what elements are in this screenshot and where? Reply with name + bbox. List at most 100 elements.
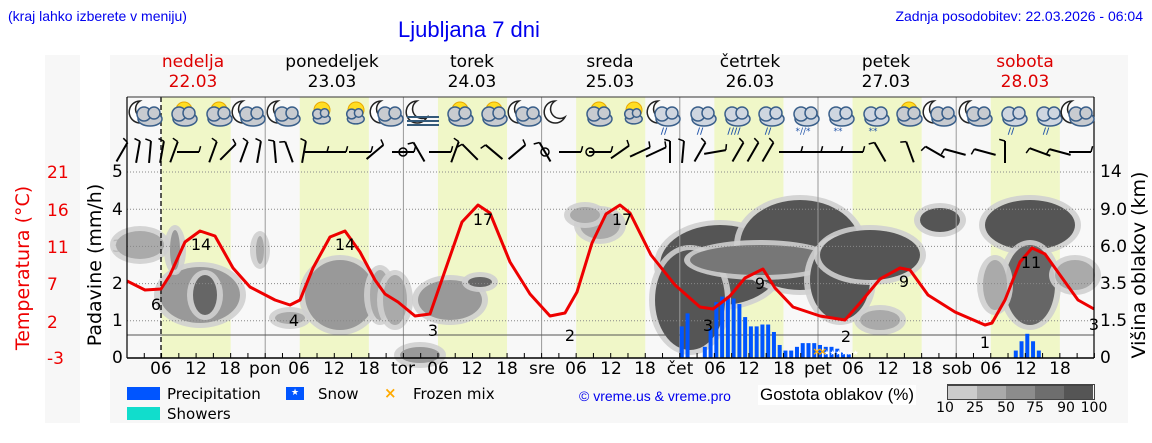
cloud-icon (526, 106, 540, 120)
cloud-icon (769, 106, 783, 120)
moon-icon (543, 100, 567, 124)
cloud-icon (907, 106, 921, 120)
wind-barb-icon (148, 140, 152, 164)
day-header: četrtek 26.03 (690, 52, 810, 92)
temperature-value-label: 17 (473, 210, 493, 229)
x-tick-label: 12 (600, 359, 622, 379)
wind-barb-icon (122, 137, 129, 143)
sleet-icon: *//* (795, 127, 811, 137)
cloud-icon (839, 106, 853, 120)
colorbar-label: 50 (997, 400, 1015, 416)
precipitation-bar (846, 354, 851, 358)
wind-barb-icon (940, 148, 946, 155)
wind-barb-icon (944, 148, 966, 156)
wind-barb-icon (412, 141, 426, 163)
precipitation-bar (829, 346, 834, 358)
day-name: nedelja (161, 52, 225, 72)
x-tick-label: 18 (496, 359, 518, 379)
x-tick-label: 18 (634, 359, 656, 379)
x-tick-label: 06 (427, 359, 449, 379)
wind-barb-icon (905, 141, 915, 163)
day-name: petek (861, 52, 911, 72)
x-tick-label: sob (941, 359, 973, 379)
precipitation-swatch (127, 387, 160, 400)
wind-barb-icon (1045, 148, 1051, 155)
day-date: 24.03 (447, 72, 497, 92)
temp-tick: 2 (47, 313, 58, 333)
wind-barb-icon (610, 144, 630, 160)
wind-barb-icon (268, 139, 275, 142)
cloud-icon (631, 108, 642, 118)
wind-barb-icon (232, 138, 237, 145)
wind-barb-icon (208, 141, 218, 163)
wind-barb-icon (256, 140, 262, 164)
wind-barb-icon (135, 140, 141, 164)
x-tick-label: 18 (219, 359, 241, 379)
calm-wind-icon (585, 147, 595, 157)
wind-barb-icon (753, 137, 760, 143)
cloud-density-area (116, 231, 164, 259)
temperature-axis-panel (45, 55, 80, 423)
day-header: nedelja 22.03 (133, 52, 253, 92)
wind-barb-icon (700, 137, 707, 143)
precip-tick: 5 (112, 162, 123, 182)
x-tick-label: 06 (842, 359, 864, 379)
precipitation-bar (771, 331, 776, 358)
colorbar-label: 90 (1057, 400, 1075, 416)
precipitation-bar (818, 344, 822, 358)
cloud-density-area (275, 312, 305, 324)
wind-barb-icon (484, 144, 504, 160)
wind-barb-icon (924, 145, 946, 159)
day-header: petek 27.03 (826, 52, 946, 92)
wind-barb-icon (380, 139, 385, 146)
precip-tick: 1 (112, 311, 123, 331)
wind-barb-icon (158, 137, 165, 142)
day-date: 27.03 (861, 72, 911, 92)
wind-barb-icon (746, 141, 760, 163)
cloud-icon (147, 106, 161, 120)
cloud-icon (285, 106, 299, 120)
rain-icon: //// (727, 127, 741, 137)
wind-barb-icon (365, 144, 385, 160)
copyright-link[interactable]: © vreme.us & vreme.pro (579, 388, 731, 404)
precipitation-bar (685, 313, 690, 358)
temperature-value-label: 11 (1021, 253, 1041, 272)
snow-label: Snow (318, 385, 359, 403)
cloud-icon (458, 106, 472, 120)
calm-wind-icon (398, 147, 408, 157)
day-date: 26.03 (725, 72, 775, 92)
temp-tick: 21 (47, 163, 69, 183)
precipitation-bar (1019, 341, 1024, 358)
wind-barb-icon (580, 146, 584, 153)
cloud-icon (665, 106, 679, 120)
temperature-value-label: 6 (151, 295, 161, 314)
colorbar-label: 10 (936, 400, 954, 416)
precipitation-bar (720, 296, 725, 358)
day-date: 28.03 (1000, 72, 1050, 92)
wind-barb-icon (450, 141, 460, 163)
temperature-value-label: 17 (612, 210, 632, 229)
wind-barb-icon (1049, 148, 1071, 156)
precipitation-bar (1013, 350, 1018, 358)
x-tick-label: 12 (461, 359, 483, 379)
wind-barb-icon (664, 138, 671, 142)
precipitation-bar (760, 324, 765, 358)
cloud-density-area (570, 207, 600, 223)
colorbar-label: 25 (966, 400, 984, 416)
precipitation-bar (806, 343, 811, 358)
x-tick-label: 18 (358, 359, 380, 379)
frozen-mix-icon: × (384, 384, 397, 402)
cloud-density-area (985, 200, 1075, 250)
rain-icon: // (697, 127, 704, 137)
precipitation-bar (737, 304, 742, 358)
precipitation-bar (1031, 341, 1036, 358)
wind-barb-icon (1090, 146, 1094, 153)
wind-barb-icon (145, 138, 152, 142)
wind-barb-icon (284, 141, 294, 163)
wind-barb-icon (480, 144, 486, 149)
wind-barb-icon (664, 141, 667, 148)
cloud-density-area (305, 260, 375, 330)
x-tick-label: čet (666, 359, 694, 379)
precipitation-bar (841, 352, 846, 358)
snow-icon: ** (834, 127, 844, 137)
